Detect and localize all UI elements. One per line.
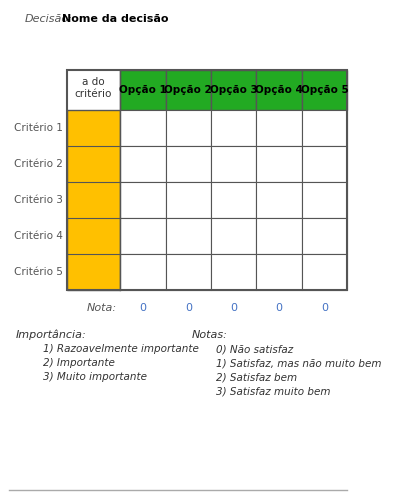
Text: 0: 0 <box>230 303 237 313</box>
Bar <box>120 254 166 290</box>
Text: Critério 1: Critério 1 <box>14 123 63 133</box>
Text: 2) Satisfaz bem: 2) Satisfaz bem <box>216 372 298 382</box>
Bar <box>166 70 211 110</box>
Text: Opção 1: Opção 1 <box>119 85 167 95</box>
Text: Decisão:: Decisão: <box>25 14 73 24</box>
Bar <box>256 146 302 182</box>
Text: 0: 0 <box>321 303 328 313</box>
Bar <box>211 70 256 110</box>
Bar <box>256 254 302 290</box>
Bar <box>302 218 347 254</box>
Text: Opção 3: Opção 3 <box>210 85 258 95</box>
Text: Critério 2: Critério 2 <box>14 159 63 169</box>
Bar <box>166 182 211 218</box>
Text: Notas:: Notas: <box>192 330 227 340</box>
Text: Opção 2: Opção 2 <box>164 85 212 95</box>
Bar <box>166 218 211 254</box>
Bar <box>211 254 256 290</box>
Text: 1) Razoavelmente importante: 1) Razoavelmente importante <box>43 344 199 354</box>
Bar <box>302 110 347 146</box>
Bar <box>302 254 347 290</box>
Bar <box>256 218 302 254</box>
Text: 0: 0 <box>185 303 192 313</box>
Bar <box>256 70 302 110</box>
Text: 0: 0 <box>276 303 283 313</box>
Text: 1) Satisfaz, mas não muito bem: 1) Satisfaz, mas não muito bem <box>216 358 382 368</box>
Text: 3) Muito importante: 3) Muito importante <box>43 372 147 382</box>
Text: 0: 0 <box>140 303 146 313</box>
Bar <box>166 146 211 182</box>
Bar <box>166 254 211 290</box>
Bar <box>211 182 256 218</box>
Bar <box>302 182 347 218</box>
Bar <box>67 110 120 290</box>
Text: Critério 3: Critério 3 <box>14 195 63 205</box>
Text: Nome da decisão: Nome da decisão <box>62 14 169 24</box>
Bar <box>211 218 256 254</box>
Text: Opção 5: Opção 5 <box>301 85 348 95</box>
Bar <box>302 146 347 182</box>
Bar <box>256 110 302 146</box>
Text: Critério 4: Critério 4 <box>14 231 63 241</box>
Text: Nota:: Nota: <box>86 303 117 313</box>
Bar <box>67 70 347 290</box>
Bar <box>120 70 166 110</box>
Text: Opção 4: Opção 4 <box>255 85 303 95</box>
Text: 2) Importante: 2) Importante <box>43 358 115 368</box>
Bar <box>120 218 166 254</box>
Bar <box>211 146 256 182</box>
Text: 3) Satisfaz muito bem: 3) Satisfaz muito bem <box>216 386 331 396</box>
Bar <box>120 146 166 182</box>
Text: Critério 5: Critério 5 <box>14 267 63 277</box>
Bar <box>211 110 256 146</box>
Bar <box>256 182 302 218</box>
Bar <box>302 70 347 110</box>
Text: a do
critério: a do critério <box>75 77 112 99</box>
Bar <box>166 110 211 146</box>
Bar <box>120 110 166 146</box>
Bar <box>120 182 166 218</box>
Text: Importância:: Importância: <box>16 330 87 340</box>
Text: 0) Não satisfaz: 0) Não satisfaz <box>216 344 294 354</box>
